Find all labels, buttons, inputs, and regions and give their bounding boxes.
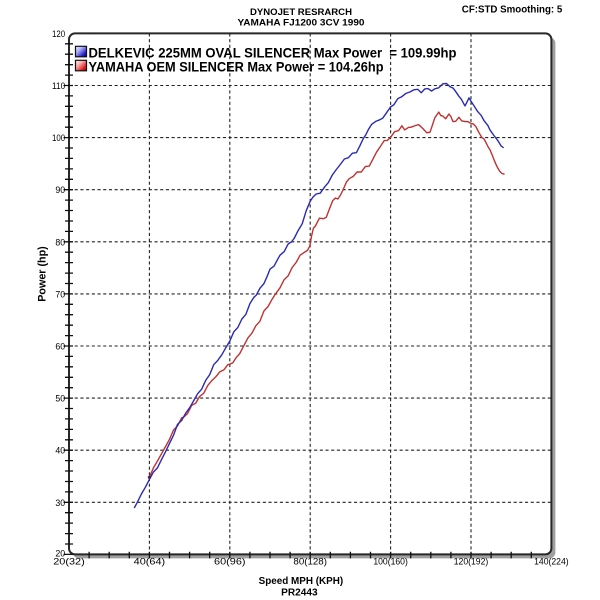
svg-text:Power (hp): Power (hp) bbox=[37, 246, 49, 302]
svg-text:80(128): 80(128) bbox=[293, 557, 327, 568]
svg-text:DYNOJET RESRARCH: DYNOJET RESRARCH bbox=[250, 7, 352, 18]
svg-text:40: 40 bbox=[55, 446, 65, 457]
svg-text:100(160): 100(160) bbox=[373, 557, 408, 568]
svg-text:90: 90 bbox=[55, 185, 65, 196]
svg-text:DELKEVIC 225MM OVAL SILENCER M: DELKEVIC 225MM OVAL SILENCER Max Power =… bbox=[89, 45, 457, 60]
svg-text:50: 50 bbox=[55, 394, 65, 405]
svg-text:20: 20 bbox=[55, 548, 65, 559]
svg-text:80: 80 bbox=[55, 237, 65, 248]
svg-text:120: 120 bbox=[52, 29, 65, 40]
svg-text:70: 70 bbox=[55, 289, 65, 300]
svg-text:CF:STD Smoothing: 5: CF:STD Smoothing: 5 bbox=[462, 4, 563, 16]
svg-text:100: 100 bbox=[52, 133, 65, 144]
svg-text:40(64): 40(64) bbox=[134, 557, 166, 568]
svg-text:60(96): 60(96) bbox=[214, 557, 246, 568]
svg-text:PR2443: PR2443 bbox=[281, 587, 318, 598]
svg-text:30: 30 bbox=[55, 498, 65, 509]
svg-text:YAMAHA OEM SILENCER Max Power: YAMAHA OEM SILENCER Max Power = 104.26hp bbox=[89, 59, 384, 74]
svg-text:110: 110 bbox=[52, 81, 65, 92]
svg-text:YAMAHA FJ1200 3CV 1990: YAMAHA FJ1200 3CV 1990 bbox=[238, 17, 365, 28]
svg-text:120(192): 120(192) bbox=[454, 557, 489, 568]
svg-text:140(224): 140(224) bbox=[534, 557, 569, 568]
svg-text:20(32): 20(32) bbox=[53, 557, 85, 568]
svg-text:60: 60 bbox=[55, 342, 65, 353]
svg-text:Speed MPH (KPH): Speed MPH (KPH) bbox=[259, 576, 344, 587]
